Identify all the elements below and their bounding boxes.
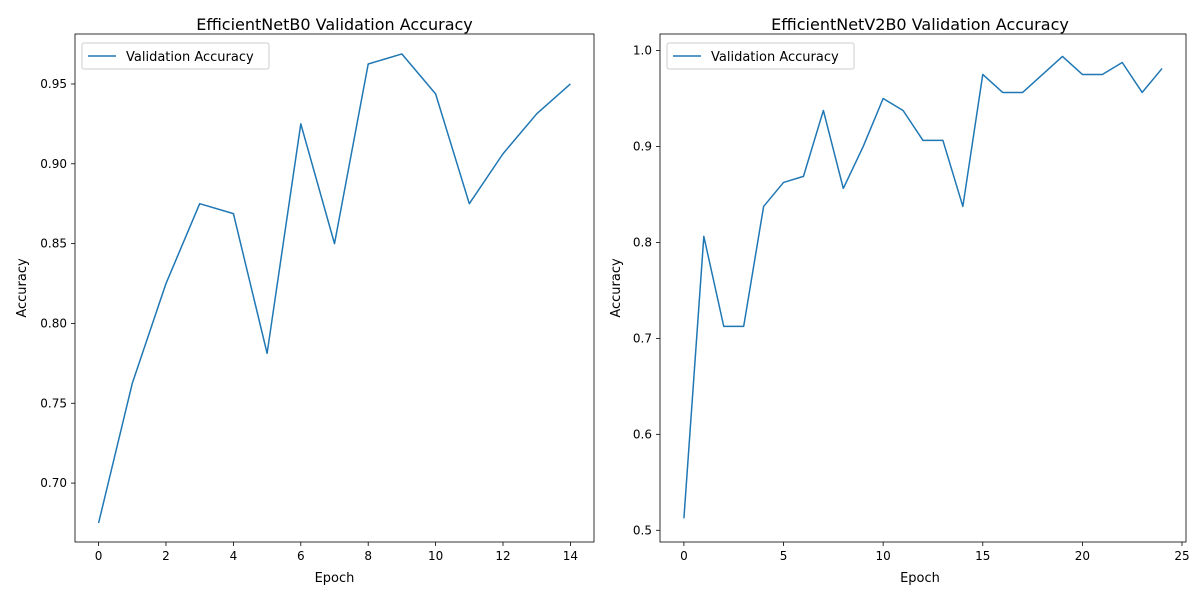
x-tick-label: 5: [780, 549, 788, 563]
chart-left-series-line: [97, 53, 571, 524]
chart-left-legend-label: Validation Accuracy: [126, 50, 254, 65]
y-tick-label: 0.8: [633, 235, 652, 249]
chart-left: EfficientNetB0 Validation Accuracy 0 2 4 6 8…: [15, 15, 595, 586]
y-tick-label: 0.7: [633, 331, 652, 345]
chart-left-xlabel: Epoch: [315, 571, 355, 586]
y-tick-label: 1.0: [633, 44, 652, 58]
x-tick-label: 25: [1174, 549, 1189, 563]
x-tick-label: 0: [95, 549, 103, 563]
y-tick-label: 0.95: [40, 77, 67, 91]
x-tick-label: 15: [975, 549, 990, 563]
y-tick-label: 0.90: [40, 157, 67, 171]
chart-left-ticks: 0 2 4 6 8 10 12 14 0.70 0.75 0.80 0.85 0.90 0.95: [40, 77, 578, 563]
chart-right-legend: Validation Accuracy: [666, 42, 855, 70]
chart-left-legend-box: [81, 42, 270, 70]
x-tick-label: 0: [680, 549, 688, 563]
chart-right-ticks: 0 5 10 15 20 25 0.5 0.6 0.7 0.8 0.9 1.0: [633, 44, 1190, 563]
chart-right-xlabel: Epoch: [900, 571, 940, 586]
y-tick-label: 0.5: [633, 523, 652, 537]
x-tick-label: 20: [1075, 549, 1090, 563]
y-tick-label: 0.85: [40, 237, 67, 251]
chart-right-series-line: [683, 55, 1163, 519]
x-tick-label: 14: [563, 549, 578, 563]
y-tick-label: 0.80: [40, 316, 67, 330]
chart-right: EfficientNetV2B0 Validation Accuracy 0 5 1…: [609, 15, 1190, 586]
chart-right-ylabel: Accuracy: [609, 258, 624, 318]
chart-left-plot-frame: [74, 33, 595, 543]
x-tick-label: 10: [428, 549, 443, 563]
x-tick-label: 12: [495, 549, 510, 563]
chart-right-legend-label: Validation Accuracy: [711, 50, 839, 65]
x-tick-label: 4: [230, 549, 238, 563]
x-tick-label: 2: [162, 549, 170, 563]
y-tick-label: 0.70: [40, 476, 67, 490]
x-tick-label: 10: [876, 549, 891, 563]
chart-right-plot-frame: [659, 33, 1187, 543]
x-tick-label: 6: [297, 549, 305, 563]
chart-left-ylabel: Accuracy: [15, 258, 30, 318]
chart-left-title: EfficientNetB0 Validation Accuracy: [196, 15, 473, 34]
x-tick-label: 8: [364, 549, 372, 563]
chart-right-title: EfficientNetV2B0 Validation Accuracy: [771, 15, 1069, 34]
y-tick-label: 0.9: [633, 139, 652, 153]
y-tick-label: 0.6: [633, 427, 652, 441]
chart-left-legend: Validation Accuracy: [81, 42, 270, 70]
chart-right-legend-box: [666, 42, 855, 70]
y-tick-label: 0.75: [40, 396, 67, 410]
